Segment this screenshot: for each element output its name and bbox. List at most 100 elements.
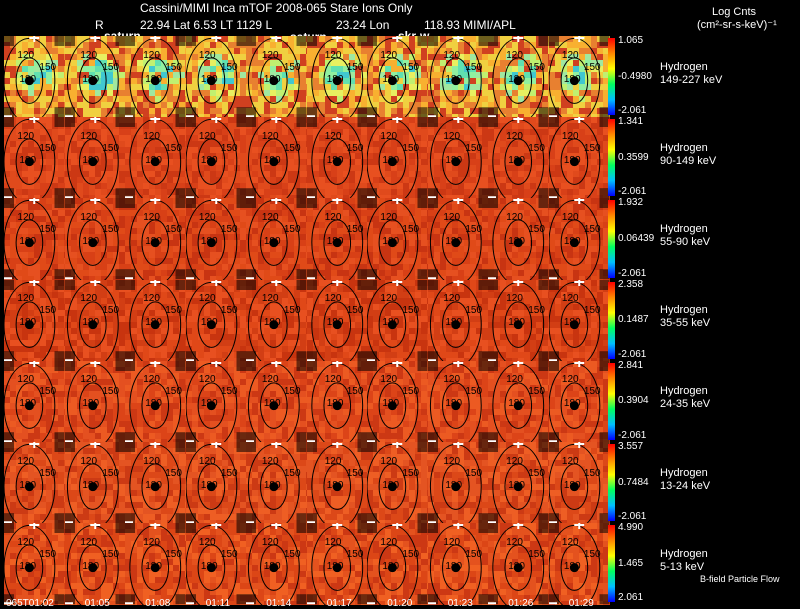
ring-label: 120 bbox=[506, 293, 523, 305]
image-cell: 120 150 180 bbox=[64, 523, 126, 606]
time-label: 01:23 bbox=[447, 598, 473, 609]
ring-label: 150 bbox=[220, 386, 238, 398]
energy-label: 24-35 keV bbox=[660, 398, 711, 411]
image-cell: 120 150 180 bbox=[64, 442, 126, 524]
ring-label: 180 bbox=[19, 317, 37, 329]
ring-label: 150 bbox=[346, 61, 364, 73]
ring-label: 180 bbox=[145, 73, 162, 85]
ring-label: 120 bbox=[324, 212, 342, 224]
ring-label: 120 bbox=[198, 293, 216, 305]
ring-label: 150 bbox=[465, 467, 483, 479]
ring-label: 150 bbox=[402, 467, 420, 479]
ring-label: 180 bbox=[145, 560, 162, 572]
ring-label: 150 bbox=[220, 305, 238, 317]
colorbar-cmid-value: 0.3599 bbox=[618, 151, 649, 163]
time-label: 01:05 bbox=[84, 598, 110, 609]
ring-label: 180 bbox=[445, 154, 463, 166]
image-cell: 120 150 180 bbox=[4, 360, 65, 443]
ring-label: 150 bbox=[220, 467, 238, 479]
image-cell: 120 150 180 bbox=[246, 442, 307, 524]
ring-label: 180 bbox=[200, 154, 218, 166]
ring-label: 120 bbox=[443, 536, 461, 548]
ring-label: 150 bbox=[165, 224, 182, 236]
species-label: Hydrogen bbox=[660, 304, 708, 317]
colorbar bbox=[608, 362, 615, 440]
ring-label: 120 bbox=[380, 536, 398, 548]
ring-label: 120 bbox=[143, 374, 160, 386]
image-cell: 120 150 180 bbox=[367, 279, 428, 362]
ring-label: 180 bbox=[82, 479, 100, 491]
ring-label: 180 bbox=[82, 73, 100, 85]
ring-label: 180 bbox=[563, 479, 581, 491]
colorbar-cmin-value: -2.061 bbox=[618, 105, 647, 117]
ring-label: 150 bbox=[283, 305, 301, 317]
ring-label: 150 bbox=[402, 386, 420, 398]
ring-label: 150 bbox=[283, 467, 301, 479]
energy-label: 149-227 keV bbox=[660, 73, 723, 86]
image-cell: 120 150 180 bbox=[4, 117, 65, 200]
colorbar bbox=[608, 200, 615, 278]
image-cell: 120 150 180 bbox=[125, 198, 186, 281]
ring-label: 180 bbox=[508, 236, 525, 248]
ring-label: 120 bbox=[561, 374, 579, 386]
ring-label: 150 bbox=[583, 548, 601, 560]
colorbar-cmax-value: 2.841 bbox=[618, 359, 644, 371]
ring-label: 120 bbox=[561, 293, 579, 305]
ring-label: 180 bbox=[263, 479, 281, 491]
colorbar bbox=[608, 525, 615, 603]
ring-label: 120 bbox=[443, 212, 461, 224]
row-label: Hydrogen 90-149 keV bbox=[660, 142, 716, 168]
ring-label: 120 bbox=[506, 455, 523, 467]
ring-label: 150 bbox=[102, 548, 120, 560]
image-cell: 120 150 180 bbox=[427, 198, 489, 281]
image-cell: 120 150 180 bbox=[488, 36, 549, 118]
ring-label: 180 bbox=[200, 398, 218, 410]
image-cell: 120 150 180 bbox=[548, 360, 610, 443]
ring-label: 150 bbox=[39, 548, 57, 560]
ring-label: 150 bbox=[283, 386, 301, 398]
image-cell: 120 150 180 bbox=[548, 442, 610, 524]
energy-label: 13-24 keV bbox=[660, 479, 711, 492]
image-cell: 120 150 180 bbox=[367, 360, 428, 443]
ring-label: 150 bbox=[220, 224, 238, 236]
ring-label: 150 bbox=[102, 142, 120, 154]
image-cell: 120 150 180 bbox=[488, 360, 549, 443]
ring-label: 150 bbox=[102, 61, 120, 73]
ring-label: 150 bbox=[165, 548, 182, 560]
ring-label: 180 bbox=[563, 73, 581, 85]
ring-label: 120 bbox=[324, 374, 342, 386]
ring-label: 180 bbox=[382, 73, 400, 85]
ring-label: 120 bbox=[143, 455, 160, 467]
ring-label: 150 bbox=[39, 224, 57, 236]
ring-label: 180 bbox=[382, 154, 400, 166]
footer-note: B-field Particle Flow bbox=[700, 574, 780, 584]
ring-label: 150 bbox=[465, 142, 483, 154]
image-cell: 120 150 180 bbox=[488, 198, 549, 281]
image-cell: 120 150 180 bbox=[64, 360, 126, 443]
ring-label: 150 bbox=[465, 548, 483, 560]
ring-label: 180 bbox=[326, 317, 344, 329]
colorbar-cmid-value: 0.3904 bbox=[618, 395, 649, 407]
time-label: 01:20 bbox=[387, 598, 413, 609]
ring-label: 120 bbox=[506, 49, 523, 61]
ring-label: 120 bbox=[261, 374, 279, 386]
ring-label: 180 bbox=[326, 398, 344, 410]
colorbar-cmin-value: -2.061 bbox=[618, 348, 647, 360]
ring-label: 120 bbox=[506, 374, 523, 386]
ring-label: 120 bbox=[80, 293, 98, 305]
ring-label: 150 bbox=[583, 467, 601, 479]
image-cell: 120 150 180 bbox=[125, 279, 186, 362]
ring-label: 150 bbox=[165, 386, 182, 398]
ring-label: 120 bbox=[198, 212, 216, 224]
ring-label: 120 bbox=[80, 536, 98, 548]
ring-label: 120 bbox=[443, 374, 461, 386]
image-cell: 120 150 180 bbox=[185, 117, 247, 200]
colorbar-cmin-value: -2.061 bbox=[618, 511, 647, 523]
ring-label: 150 bbox=[346, 548, 364, 560]
image-cell: 120 150 180 bbox=[125, 523, 186, 606]
image-cell: 120 150 180 bbox=[488, 523, 549, 606]
ring-label: 120 bbox=[80, 455, 98, 467]
ring-label: 180 bbox=[82, 236, 100, 248]
ring-label: 180 bbox=[508, 479, 525, 491]
image-cell: 120 150 180 bbox=[4, 523, 65, 606]
